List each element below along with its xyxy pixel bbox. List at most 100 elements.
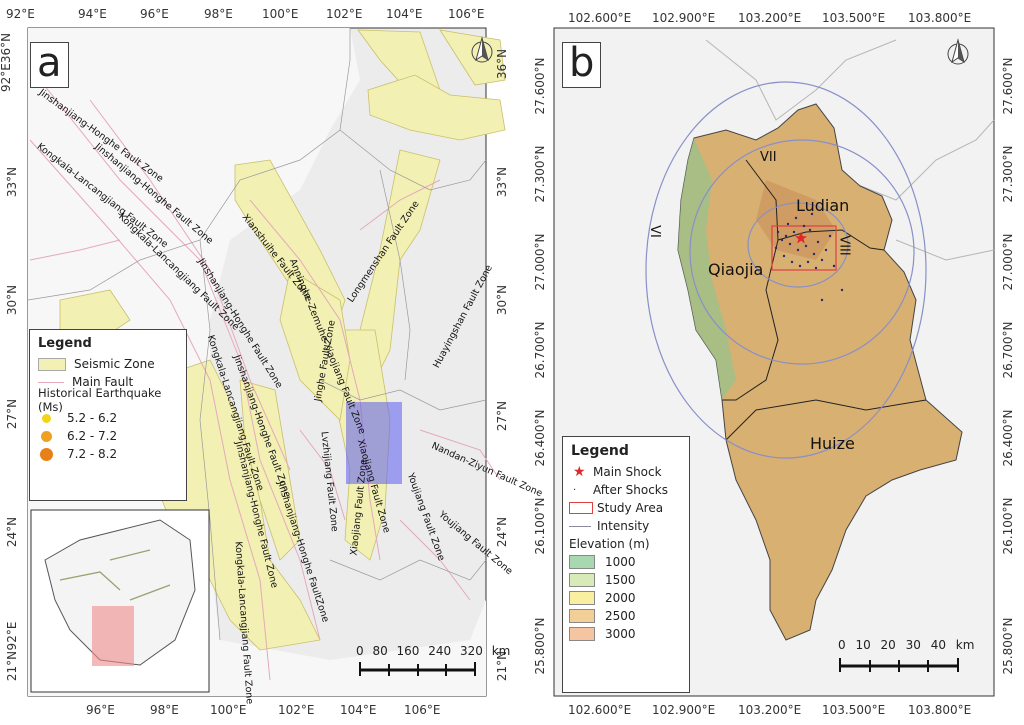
tick-top: 102°E — [326, 7, 363, 21]
tick-bottom: 98°E — [150, 703, 179, 717]
legend-class-1: 5.2 - 6.2 — [67, 411, 118, 425]
legend-a: Legend Seismic Zone Main Fault Historica… — [29, 329, 187, 501]
scale-bar-b-numbers: 0 10 20 30 40 km — [838, 638, 975, 652]
legend-class-2: 6.2 - 7.2 — [67, 429, 118, 443]
tick-right: 27°N — [495, 400, 509, 432]
tick-bottom: 96°E — [86, 703, 115, 717]
place-huize: Huize — [810, 434, 855, 453]
legend-intensity: Intensity — [597, 519, 650, 533]
aftershocks — [774, 212, 844, 302]
tick-bottom: 102°E — [278, 703, 315, 717]
panel-a-letter: a — [30, 42, 69, 88]
tick-right: 30°N — [495, 284, 509, 316]
tick-top: 102.600°E — [568, 11, 632, 25]
intensity-contours — [645, 81, 927, 459]
tick-right: 25.800°N — [1001, 617, 1015, 675]
place-ludian: Ludian — [796, 196, 850, 215]
legend-main-shock: Main Shock — [593, 465, 662, 479]
elev-2500-swatch — [569, 609, 595, 623]
after-shocks-swatch: · — [573, 484, 577, 496]
elev-2000-swatch — [569, 591, 595, 605]
tick-left: 26.700°N — [533, 321, 547, 379]
tick-top: 104°E — [386, 7, 423, 21]
panel-a-canvas — [27, 27, 506, 697]
tick-right: 26.100°N — [1001, 497, 1015, 555]
tick-top: 100°E — [262, 7, 299, 21]
tick-left: 27.300°N — [533, 145, 547, 203]
tick-top: 98°E — [204, 7, 233, 21]
tick-bottom: 103.500°E — [822, 703, 886, 717]
province-borders — [27, 28, 487, 641]
tick-bottom: 103.200°E — [738, 703, 802, 717]
scale-bar-a — [359, 662, 476, 676]
tick-left: 26.400°N — [533, 409, 547, 467]
study-area-swatch — [569, 502, 593, 514]
scale-bar-a-numbers: 0 80 160 240 320 km — [356, 644, 511, 658]
tick-right: 26.400°N — [1001, 409, 1015, 467]
legend-class-3: 7.2 - 8.2 — [67, 447, 118, 461]
legend-elev-2500: 2500 — [605, 609, 636, 623]
quake-class-1-swatch — [42, 413, 51, 423]
tick-left: 27°N — [5, 398, 19, 430]
tick-top: 92°E — [6, 7, 35, 21]
tick-left: 33°N — [5, 166, 19, 198]
legend-seismic-zone: Seismic Zone — [74, 357, 155, 371]
intensity-label-viii: VIII — [836, 235, 852, 256]
elev-3000-swatch — [569, 627, 595, 641]
quake-class-3-swatch — [40, 447, 53, 461]
tick-left: 26.100°N — [533, 497, 547, 555]
tick-top: 106°E — [448, 7, 485, 21]
tick-top: 96°E — [140, 7, 169, 21]
quake-class-2-swatch — [41, 430, 52, 442]
place-qiaojia: Qiaojia — [708, 260, 764, 279]
tick-right: 33°N — [495, 166, 509, 198]
tick-top: 103.500°E — [822, 11, 886, 25]
scale-bar-b — [839, 658, 959, 672]
inset-map — [30, 509, 210, 693]
tick-top: 103.200°E — [738, 11, 802, 25]
tick-left: 27.600°N — [533, 57, 547, 115]
tick-left: 92°E36°N — [0, 32, 13, 92]
legend-b: Legend ★ Main Shock · After Shocks Study… — [562, 436, 690, 693]
legend-hist-title: Historical Earthquake (Ms) — [38, 386, 162, 414]
legend-elev-3000: 3000 — [605, 627, 636, 641]
panel-b-letter: b — [562, 42, 602, 88]
tick-left-corner: 92°E — [5, 621, 19, 651]
study-area-box — [346, 402, 402, 484]
elev-1000-swatch — [569, 555, 595, 569]
tick-bottom: 100°E — [210, 703, 247, 717]
main-shock-star — [795, 232, 807, 244]
north-arrow-icon — [947, 38, 969, 65]
tick-top: 103.800°E — [908, 11, 972, 25]
legend-elev-title: Elevation (m) — [569, 537, 650, 551]
north-arrow-icon — [471, 36, 493, 63]
tick-bottom: 106°E — [404, 703, 441, 717]
panel-b-map: b 102.600°E 102.900°E 103.200°E 103.500°… — [516, 0, 1024, 725]
tick-top: 102.900°E — [652, 11, 716, 25]
seismic-zone-swatch — [38, 357, 66, 371]
tick-right: 27.300°N — [1001, 145, 1015, 203]
tick-left: 27.000°N — [533, 233, 547, 291]
intensity-swatch — [569, 525, 591, 527]
legend-elev-1000: 1000 — [605, 555, 636, 569]
tick-bottom: 103.800°E — [908, 703, 972, 717]
legend-elev-2000: 2000 — [605, 591, 636, 605]
main-faults — [29, 79, 501, 681]
intensity-label-vii: VII — [760, 150, 777, 165]
tick-right: 27.000°N — [1001, 233, 1015, 291]
tick-left: 25.800°N — [533, 617, 547, 675]
tick-bottom: 104°E — [340, 703, 377, 717]
tick-bottom: 102.600°E — [568, 703, 632, 717]
tick-bottom: 102.900°E — [652, 703, 716, 717]
legend-a-title: Legend — [38, 336, 92, 351]
panel-a-map: a 92°E 94°E 96°E 98°E 100°E 102°E 104°E … — [0, 7, 544, 717]
tick-right: 24°N — [495, 516, 509, 548]
main-fault-swatch — [38, 381, 64, 383]
tick-left: 24°N — [5, 516, 19, 548]
elev-1500-swatch — [569, 573, 595, 587]
tick-right: 27.600°N — [1001, 57, 1015, 115]
tick-right: 36°N — [495, 48, 509, 80]
intensity-label-vi: VI — [646, 225, 662, 238]
tick-right: 26.700°N — [1001, 321, 1015, 379]
tick-left: 30°N — [5, 284, 19, 316]
